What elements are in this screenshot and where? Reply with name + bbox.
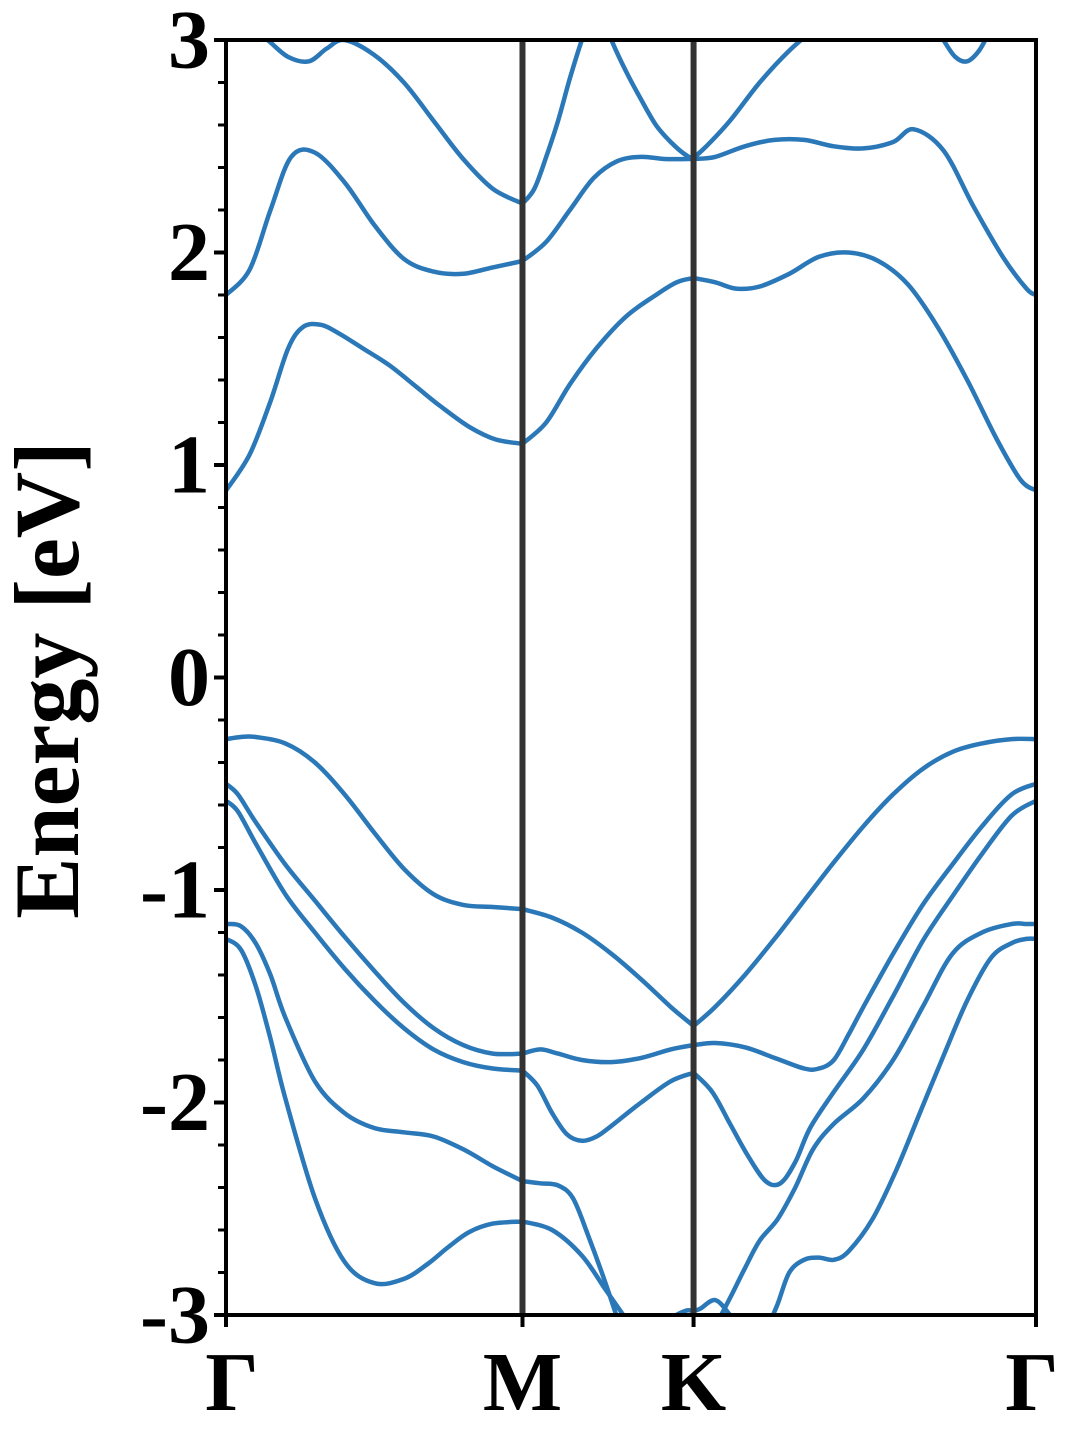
- band-line-6: [691, 127, 1036, 298]
- band-line-26: [672, 1297, 733, 1315]
- band-line-14: [226, 781, 525, 1057]
- band-line-10: [940, 40, 988, 64]
- y-tick-label: 0: [168, 631, 210, 724]
- y-axis-ticks: -3 -2 -1 0 1 2 3: [140, 0, 226, 1362]
- band-line-16: [691, 781, 1036, 1072]
- band-line-11: [226, 734, 525, 912]
- y-tick-label: 3: [168, 0, 210, 87]
- x-tick-label: Γ: [1005, 1336, 1058, 1429]
- band-line-5: [520, 154, 696, 264]
- band-line-13: [691, 736, 1036, 1029]
- band-line-15: [520, 1042, 696, 1065]
- x-tick-label: Γ: [205, 1336, 258, 1429]
- band-lines: [226, 40, 1036, 1315]
- band-line-21: [520, 1178, 619, 1315]
- band-line-24: [520, 1219, 627, 1315]
- band-line-7: [263, 40, 525, 206]
- x-tick-label: M: [483, 1336, 562, 1429]
- band-line-19: [691, 798, 1036, 1188]
- band-line-20: [226, 921, 525, 1184]
- high-symmetry-lines: [519, 40, 697, 1315]
- band-line-17: [226, 798, 525, 1073]
- band-line-3: [691, 250, 1036, 493]
- band-line-1: [226, 321, 525, 493]
- y-tick-label: -3: [140, 1269, 210, 1362]
- band-line-25: [770, 936, 1036, 1315]
- band-line-4: [226, 147, 525, 298]
- y-tick-label: 2: [168, 206, 210, 299]
- y-tick-label: -1: [140, 844, 210, 937]
- x-tick-label: K: [661, 1336, 726, 1429]
- band-line-9: [608, 40, 805, 160]
- band-line-8: [520, 40, 585, 206]
- y-tick-label: -2: [140, 1056, 210, 1149]
- y-tick-label: 1: [168, 419, 210, 512]
- y-axis-title: Energy [eV]: [0, 441, 98, 919]
- band-line-23: [226, 936, 525, 1287]
- band-line-18: [520, 1068, 696, 1144]
- band-line-2: [520, 275, 696, 447]
- band-line-12: [520, 906, 696, 1029]
- band-line-22: [718, 921, 1036, 1315]
